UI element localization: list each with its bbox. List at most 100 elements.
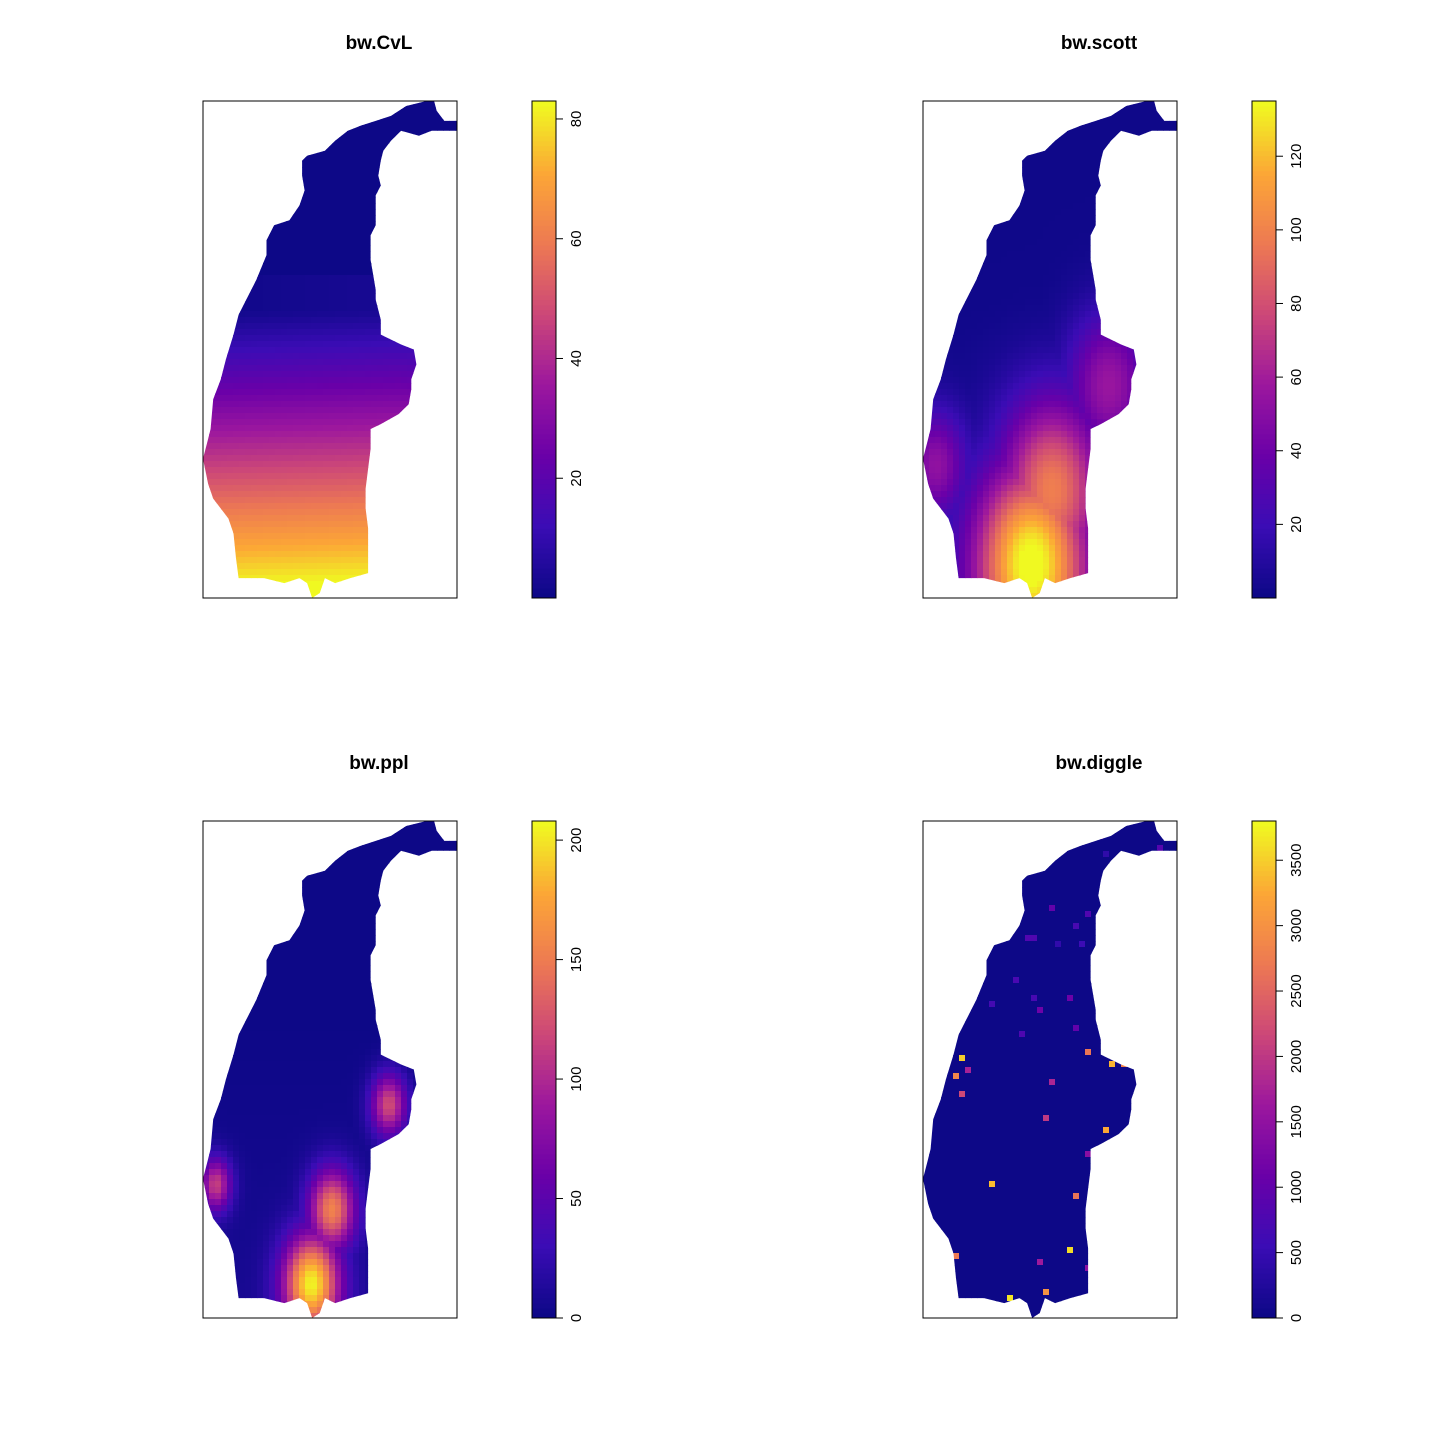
heat-cell bbox=[437, 215, 444, 222]
heat-cell bbox=[335, 545, 342, 552]
heat-cell bbox=[437, 431, 444, 438]
heat-cell bbox=[1007, 251, 1014, 258]
heat-cell bbox=[1109, 221, 1116, 228]
heat-cell bbox=[929, 131, 936, 138]
heat-cell bbox=[1133, 125, 1140, 132]
heat-cell bbox=[323, 305, 330, 312]
heat-cell bbox=[401, 305, 408, 312]
heat-cell bbox=[353, 173, 360, 180]
heat-cell bbox=[431, 131, 438, 138]
heat-cell bbox=[287, 215, 294, 222]
heat-cell bbox=[1109, 185, 1116, 192]
heat-cell bbox=[959, 113, 966, 120]
heat-cell bbox=[431, 257, 438, 264]
heat-cell bbox=[233, 407, 240, 414]
heat-cell bbox=[1079, 119, 1086, 126]
heat-cell bbox=[929, 239, 936, 246]
heat-cell bbox=[455, 335, 462, 342]
heat-cell bbox=[1067, 131, 1074, 138]
heat-cell bbox=[413, 191, 420, 198]
heat-cell bbox=[1037, 227, 1044, 234]
heat-cell bbox=[281, 185, 288, 192]
heat-cell bbox=[215, 425, 222, 432]
heat-cell bbox=[395, 347, 402, 354]
heat-cell bbox=[347, 347, 354, 354]
heat-cell bbox=[455, 425, 462, 432]
heat-cell bbox=[419, 251, 426, 258]
heat-cell bbox=[407, 485, 414, 492]
heat-cell bbox=[251, 119, 258, 126]
heat-cell bbox=[1073, 227, 1080, 234]
heat-cell bbox=[407, 449, 414, 456]
heat-cell bbox=[305, 101, 312, 108]
heat-cell bbox=[935, 101, 942, 108]
heat-cell bbox=[455, 491, 462, 498]
heat-cell bbox=[1157, 239, 1164, 246]
heat-cell bbox=[1019, 203, 1026, 210]
heat-cell bbox=[431, 407, 438, 414]
heat-cell bbox=[983, 155, 990, 162]
heat-cell bbox=[389, 557, 396, 564]
heat-cell bbox=[347, 419, 354, 426]
heat-cell bbox=[275, 263, 282, 270]
heat-cell bbox=[287, 131, 294, 138]
heat-cell bbox=[269, 305, 276, 312]
heat-cell bbox=[335, 539, 342, 546]
heat-cell bbox=[233, 143, 240, 150]
heat-cell bbox=[371, 197, 378, 204]
heat-cell bbox=[281, 347, 288, 354]
heat-cell bbox=[371, 119, 378, 126]
heat-cell bbox=[1157, 197, 1164, 204]
heat-cell bbox=[221, 143, 228, 150]
colorbar-step bbox=[532, 523, 556, 528]
heat-cell bbox=[425, 161, 432, 168]
heat-cell bbox=[281, 407, 288, 414]
heat-cell bbox=[233, 299, 240, 306]
heat-cell bbox=[257, 437, 264, 444]
heat-cell bbox=[257, 425, 264, 432]
heat-cell bbox=[215, 203, 222, 210]
heat-cell bbox=[329, 191, 336, 198]
heat-cell bbox=[395, 455, 402, 462]
heat-cell bbox=[455, 581, 462, 588]
heat-cell bbox=[941, 221, 948, 228]
heat-cell bbox=[269, 455, 276, 462]
heat-cell bbox=[257, 101, 264, 108]
heat-cell bbox=[1031, 209, 1038, 216]
heat-cell bbox=[431, 119, 438, 126]
heat-cell bbox=[209, 377, 216, 384]
heat-cell bbox=[371, 413, 378, 420]
heat-cell bbox=[1157, 257, 1164, 264]
heat-cell bbox=[389, 581, 396, 588]
heat-cell bbox=[323, 491, 330, 498]
heat-cell bbox=[1001, 155, 1008, 162]
heat-cell bbox=[983, 281, 990, 288]
heat-cell bbox=[401, 539, 408, 546]
heat-cell bbox=[311, 191, 318, 198]
heat-cell bbox=[1121, 149, 1128, 156]
heat-cell bbox=[365, 449, 372, 456]
heat-cell bbox=[953, 161, 960, 168]
heat-cell bbox=[365, 263, 372, 270]
heat-cell bbox=[431, 581, 438, 588]
heat-cell bbox=[437, 149, 444, 156]
heat-cell bbox=[311, 545, 318, 552]
heat-cell bbox=[215, 521, 222, 528]
heat-cell bbox=[425, 515, 432, 522]
heat-cell bbox=[275, 455, 282, 462]
heat-cell bbox=[251, 269, 258, 276]
heat-cell bbox=[389, 275, 396, 282]
heat-cell bbox=[353, 329, 360, 336]
heat-cell bbox=[935, 155, 942, 162]
heat-cell bbox=[389, 185, 396, 192]
heat-cell bbox=[443, 251, 450, 258]
heat-cell bbox=[317, 119, 324, 126]
heat-cell bbox=[1019, 119, 1026, 126]
heat-cell bbox=[335, 287, 342, 294]
heat-cell bbox=[935, 215, 942, 222]
heat-cell bbox=[1061, 251, 1068, 258]
heat-cell bbox=[929, 161, 936, 168]
heat-cell bbox=[1097, 215, 1104, 222]
heat-cell bbox=[269, 515, 276, 522]
heat-cell bbox=[989, 197, 996, 204]
